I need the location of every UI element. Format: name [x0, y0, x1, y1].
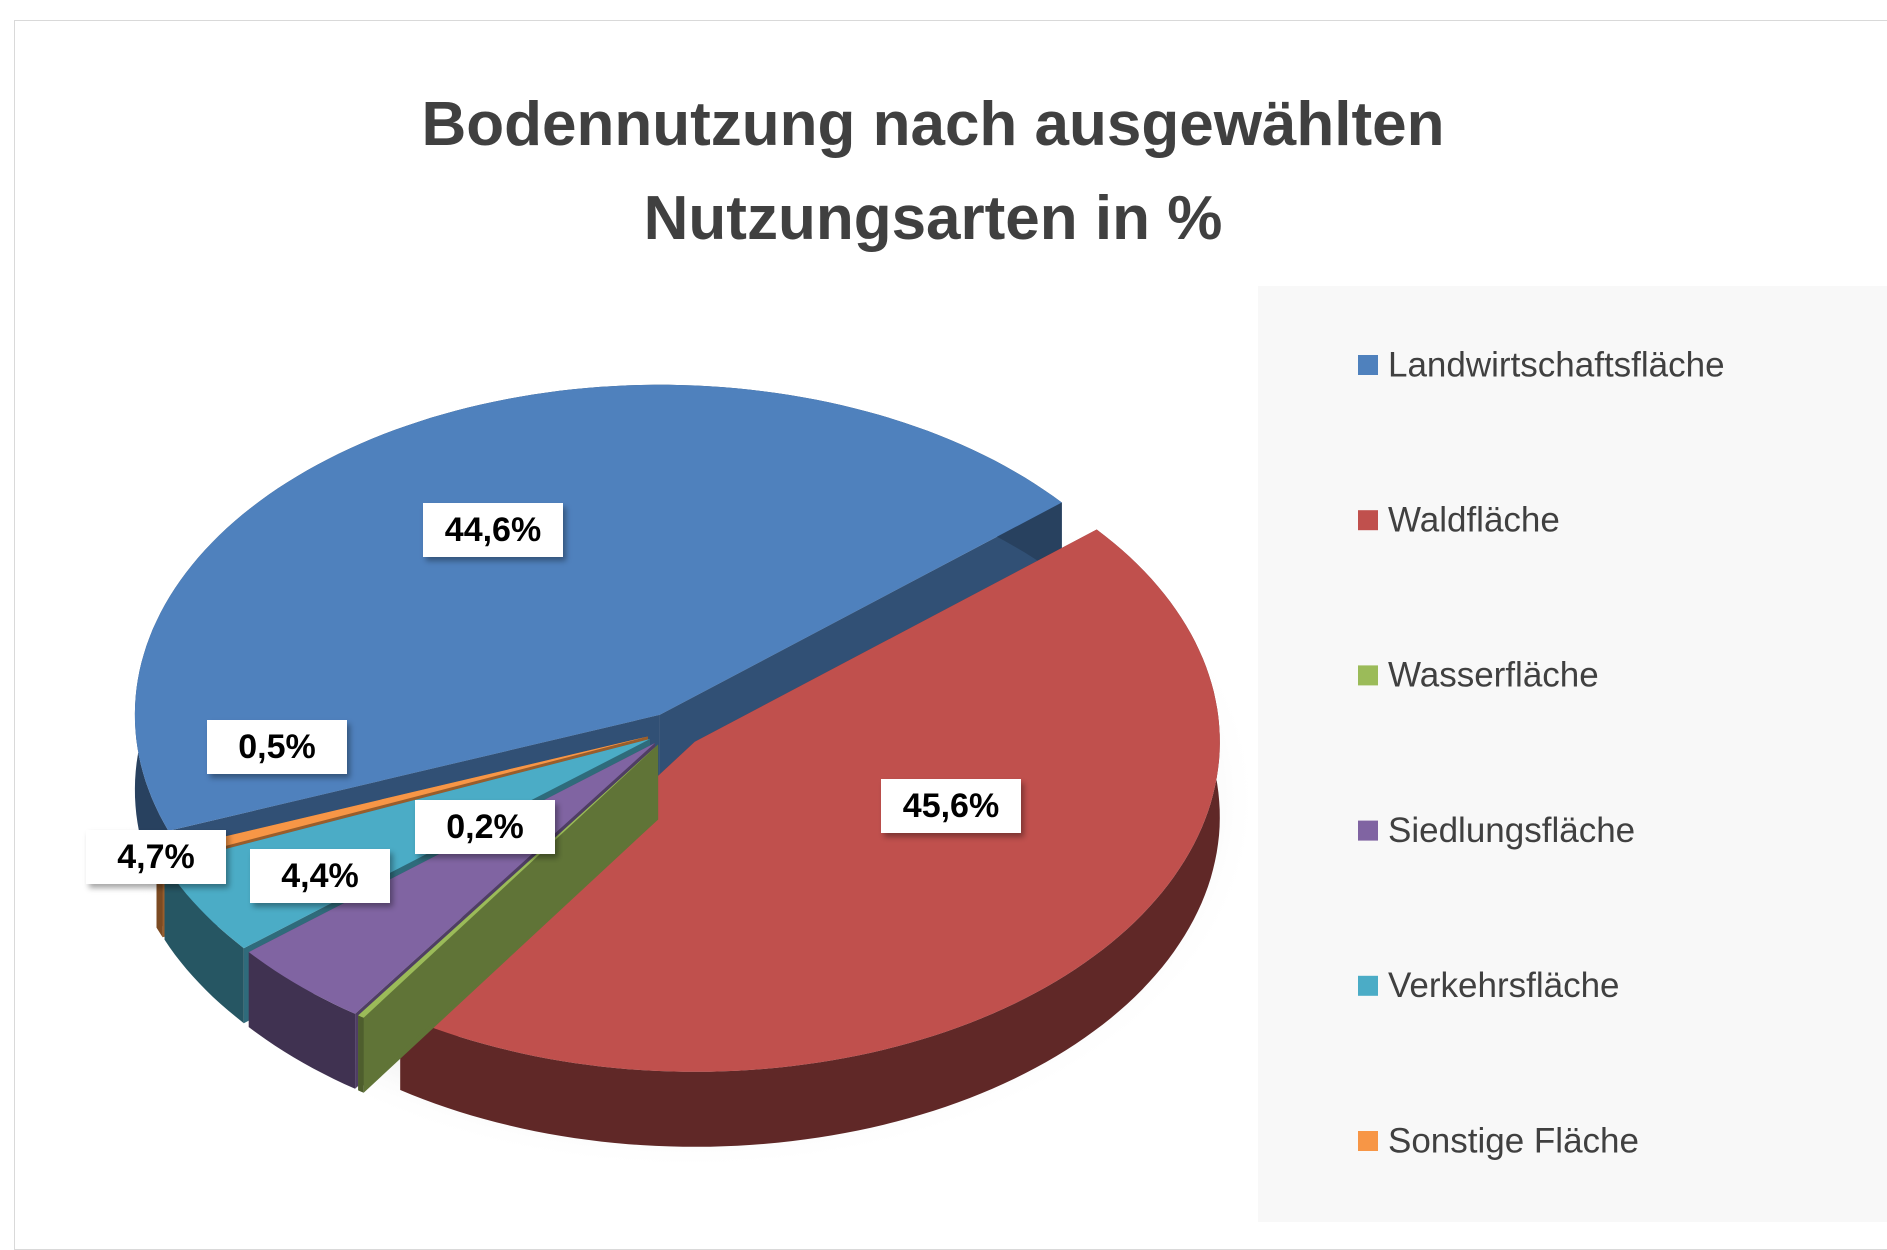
legend-label: Wasserfläche	[1388, 656, 1599, 695]
data-label: 45,6%	[903, 787, 999, 825]
legend-label: Verkehrsfläche	[1388, 966, 1620, 1005]
legend-swatch	[1358, 665, 1378, 686]
slice-wall	[164, 864, 244, 1024]
legend-swatch	[1358, 510, 1378, 531]
data-label-box	[250, 849, 390, 903]
data-label: 0,2%	[446, 808, 524, 846]
data-label: 4,7%	[117, 838, 195, 876]
slice	[400, 529, 1220, 1072]
chart: 44,6% 45,6% 0,2% 4,4% 4,7% 0,5% Landwirtschaf…	[86, 286, 1887, 1222]
data-label: 4,4%	[281, 857, 359, 895]
slice-side	[358, 744, 659, 1091]
data-labels: 44,6% 45,6% 0,2% 4,4% 4,7% 0,5%	[86, 503, 1021, 903]
page: 44,6% 45,6% 0,2% 4,4% 4,7% 0,5% Landwirtschaf…	[14, 20, 1887, 1250]
legend-swatch	[1358, 1131, 1378, 1151]
slice	[134, 384, 1062, 831]
legend: Landwirtschaftsfläche Waldfläche Wasserflä…	[1358, 345, 1725, 1160]
data-label-box	[86, 830, 226, 884]
legend-panel	[1258, 286, 1887, 1222]
chart-title: Bodennutzung nach ausgewählten Nutzungsa…	[421, 90, 1445, 253]
legend-label: Sonstige Fläche	[1388, 1121, 1639, 1160]
slice-wall	[358, 1015, 364, 1093]
data-label-box	[881, 779, 1021, 833]
data-label-box	[415, 800, 555, 854]
data-label-box	[423, 503, 563, 557]
data-label: 44,6%	[445, 511, 541, 549]
legend-label: Siedlungsfläche	[1388, 811, 1635, 850]
slice	[156, 736, 648, 863]
legend-swatch	[1358, 355, 1378, 375]
legend-label: Landwirtschaftsfläche	[1388, 345, 1725, 384]
legend-label: Waldfläche	[1388, 500, 1560, 539]
data-label: 0,5%	[238, 728, 316, 766]
legend-swatch	[1358, 975, 1378, 996]
legend-swatch	[1358, 820, 1378, 841]
slice-wall	[248, 952, 356, 1089]
slice	[358, 744, 659, 1018]
data-label-box	[207, 720, 347, 774]
